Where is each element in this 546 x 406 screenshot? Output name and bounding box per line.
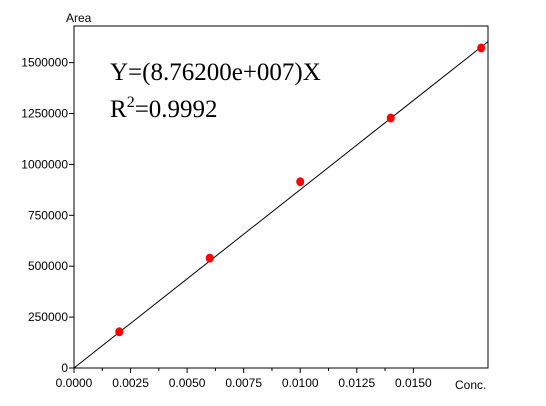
y-tick-label: 1000000 (21, 157, 68, 171)
ticks-layer: 0 250000 500000 750000 1000000 1250000 1500000… (21, 56, 432, 390)
r-squared-exponent: 2 (127, 94, 135, 111)
regression-equation: Y=(8.76200e+007)X (110, 59, 321, 86)
fit-line (73, 41, 489, 369)
x-tick-label: 0.0050 (169, 376, 206, 390)
data-point (115, 327, 124, 337)
plot-frame (73, 25, 489, 369)
r-squared-base: R (110, 96, 127, 123)
r-squared-value: =0.9992 (135, 96, 218, 123)
data-point (296, 177, 305, 187)
x-tick-label: 0.0125 (338, 376, 375, 390)
y-tick-label: 750000 (28, 208, 68, 222)
y-tick-label: 500000 (28, 259, 68, 273)
x-tick-label: 0.0100 (282, 376, 319, 390)
data-point (477, 43, 486, 53)
x-axis-title: Conc. (455, 378, 486, 392)
y-tick-label: 1250000 (21, 107, 68, 121)
y-tick-label: 0 (61, 361, 68, 375)
points-layer (115, 43, 486, 337)
y-tick-label: 1500000 (21, 56, 68, 70)
data-point (386, 113, 395, 123)
x-tick-label: 0.0075 (225, 376, 262, 390)
y-axis-title: Area (66, 11, 92, 25)
x-tick-label: 0.0000 (56, 376, 93, 390)
data-point (205, 253, 214, 263)
y-tick-label: 250000 (28, 310, 68, 324)
r-squared-label: R2=0.9992 (110, 94, 218, 123)
x-tick-label: 0.0025 (112, 376, 149, 390)
fit-layer (73, 41, 489, 369)
x-tick-label: 0.0150 (395, 376, 432, 390)
